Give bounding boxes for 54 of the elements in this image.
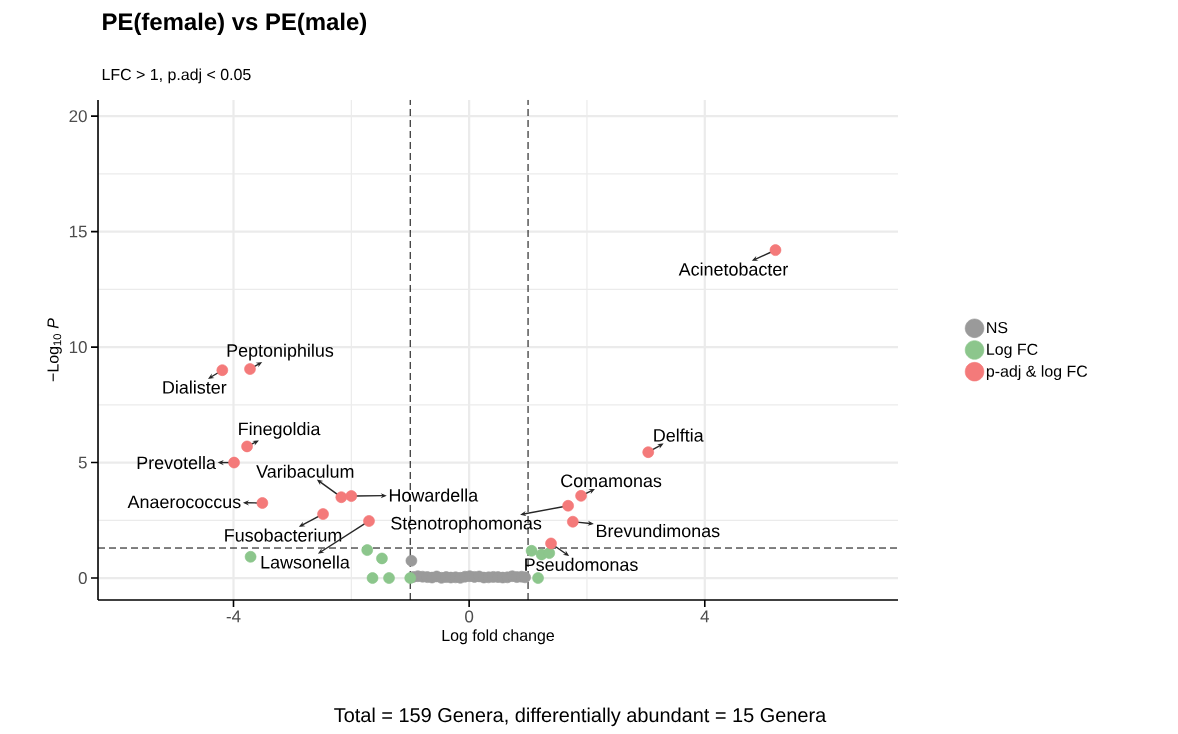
point: [383, 572, 395, 584]
point: [575, 490, 587, 502]
y-tick-label: 15: [69, 225, 87, 238]
point: [317, 508, 329, 520]
point: [363, 515, 375, 527]
point: [562, 499, 574, 512]
annotation: Acinetobacter: [678, 262, 788, 276]
y-axis-title: −Log$_{10}$ P: [47, 318, 62, 382]
point: [525, 545, 538, 557]
annotation: Howardella: [389, 488, 479, 502]
point: [244, 551, 257, 563]
y-tick-label: 5: [78, 456, 87, 469]
point: [405, 554, 418, 567]
point: [376, 552, 388, 565]
annotation: Brevundimonas: [596, 524, 720, 538]
point: [345, 490, 358, 502]
point: [244, 363, 256, 375]
legend-label: Log FC: [987, 343, 1038, 359]
point: [241, 440, 253, 453]
chart-title: PE(female) vs PE(male): [103, 12, 367, 35]
annotation: Lawsonella: [261, 555, 350, 569]
chart-subtitle: LFC > 1, p.adj < 0.05: [102, 68, 251, 84]
point: [366, 572, 379, 584]
annotation: Delftia: [654, 428, 704, 442]
point: [532, 572, 544, 584]
point: [567, 515, 579, 528]
annotation: Comamonas: [561, 474, 662, 488]
annotation: Anaerococcus: [127, 495, 241, 509]
point: [216, 364, 229, 376]
x-tick-label: 0: [465, 610, 474, 623]
text: Total = 159 Genera, differentially abundant = 15 Genera: [334, 707, 827, 727]
point: [769, 244, 782, 256]
annotation: Finegoldia: [239, 422, 321, 439]
annotation: Fusobacterium: [225, 528, 342, 542]
legend-label: p-adj & log FC: [986, 365, 1088, 381]
y-tick-label: 10: [69, 341, 87, 354]
annotation: Peptoniphilus: [227, 343, 334, 361]
legend-label: NS: [987, 321, 1008, 334]
annotation: Prevotella: [137, 455, 216, 470]
point: [642, 446, 655, 458]
y-tick-label: 0: [78, 572, 87, 585]
y-tick-label: 20: [69, 110, 87, 123]
point: [545, 537, 557, 550]
point: [228, 456, 240, 469]
annotation: Pseudomonas: [525, 557, 638, 571]
annotation: Dialister: [163, 380, 227, 394]
x-tick-label: 4: [700, 610, 709, 623]
annotation: Stenotrophomonas: [391, 516, 542, 534]
point: [256, 497, 269, 509]
point: [335, 491, 348, 504]
x-axis-title: Log fold change: [442, 629, 554, 645]
annotation: Varibaculum: [256, 464, 354, 478]
x-tick-label: -4: [226, 610, 241, 623]
point: [361, 544, 374, 556]
